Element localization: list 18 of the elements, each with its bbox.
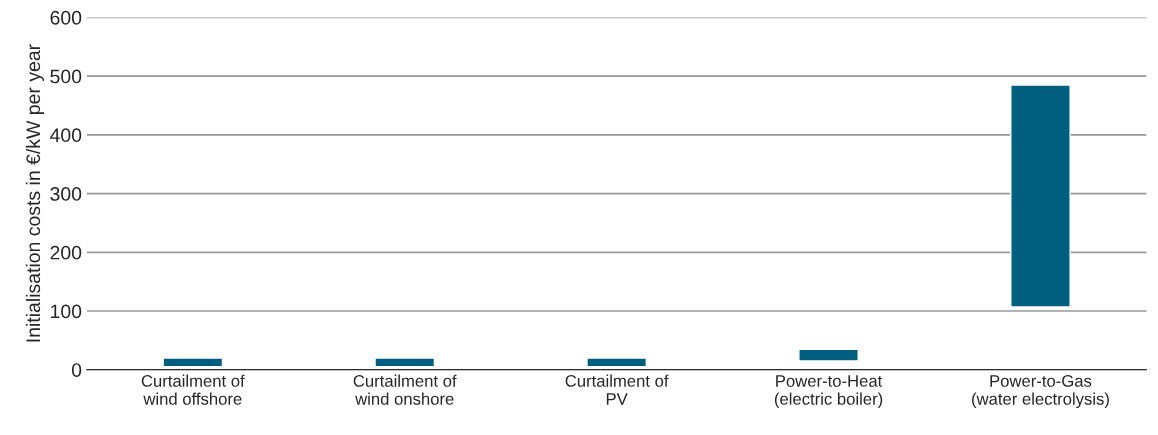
x-tick-label: Power-to-Gas (water electrolysis) (972, 375, 1109, 409)
y-tick-label: 500 (50, 69, 82, 84)
bar (162, 357, 224, 368)
y-axis-title: Initialisation costs in €/kW per year (25, 44, 44, 342)
y-tick-label: 0 (71, 363, 82, 377)
x-tick-label: Power-to-Heat (electric boiler) (774, 375, 883, 409)
x-tick-label: Curtailment of PV (565, 374, 669, 405)
y-tick-label: 300 (50, 187, 82, 201)
x-tick-label: Curtailment of wind onshore (353, 374, 457, 405)
bar (586, 357, 647, 368)
y-tick-label: 200 (50, 245, 82, 260)
y-tick-label: 600 (50, 10, 82, 25)
y-tick-label: 100 (51, 304, 82, 319)
x-tick-label: Curtailment of wind offshore (141, 374, 245, 405)
bar (1010, 84, 1071, 308)
y-tick-label: 400 (50, 128, 82, 143)
bar (374, 357, 436, 368)
bar (798, 348, 859, 362)
